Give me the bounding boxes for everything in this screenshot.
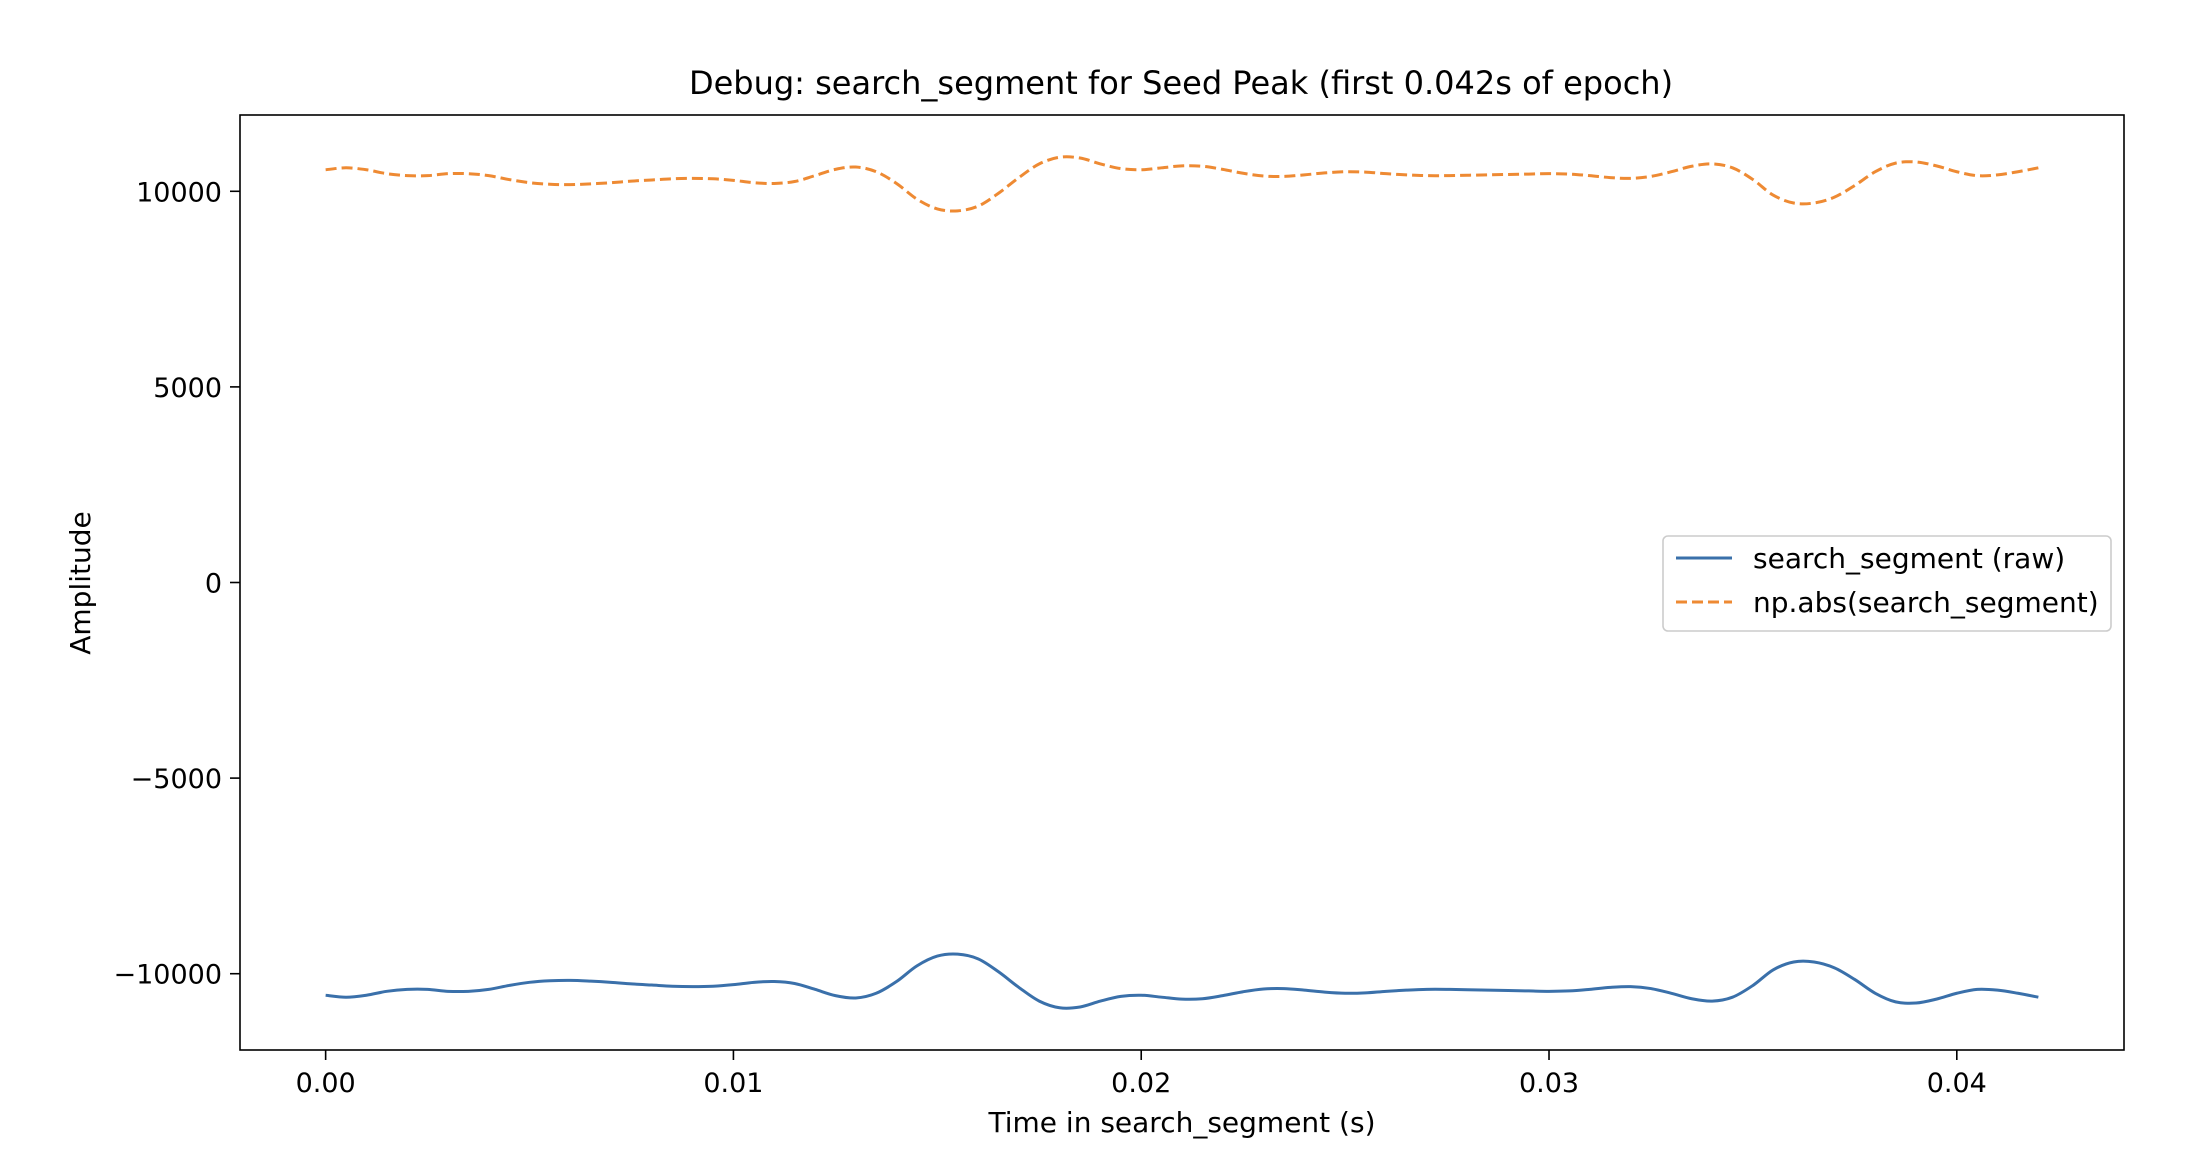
legend-label-abs: np.abs(search_segment) xyxy=(1753,586,2099,619)
chart-title: Debug: search_segment for Seed Peak (fir… xyxy=(689,64,1673,102)
legend-label-raw: search_segment (raw) xyxy=(1753,542,2065,575)
x-tick-label: 0.00 xyxy=(296,1068,356,1099)
legend-frame xyxy=(1662,535,2112,632)
y-tick-label: −10000 xyxy=(113,960,222,991)
y-tick-label: 10000 xyxy=(136,177,222,208)
x-tick-label: 0.03 xyxy=(1519,1068,1579,1099)
series-layer xyxy=(325,155,2039,1010)
y-axis-label: Amplitude xyxy=(64,511,97,655)
x-tick-label: 0.02 xyxy=(1111,1068,1171,1099)
x-tick-label: 0.01 xyxy=(703,1068,763,1099)
series-line-abs xyxy=(325,155,2039,213)
y-tick-label: 0 xyxy=(205,569,222,600)
legend: search_segment (raw) np.abs(search_segme… xyxy=(1662,535,2112,632)
y-tick-label: 5000 xyxy=(153,373,222,404)
series-line-raw xyxy=(325,952,2039,1010)
x-axis-label: Time in search_segment (s) xyxy=(987,1106,1375,1139)
x-axis: 0.00 0.01 0.02 0.03 0.04 xyxy=(296,1050,1987,1099)
y-tick-label: −5000 xyxy=(131,764,222,795)
x-tick-label: 0.04 xyxy=(1927,1068,1987,1099)
y-axis: −10000 −5000 0 5000 10000 xyxy=(113,177,240,991)
